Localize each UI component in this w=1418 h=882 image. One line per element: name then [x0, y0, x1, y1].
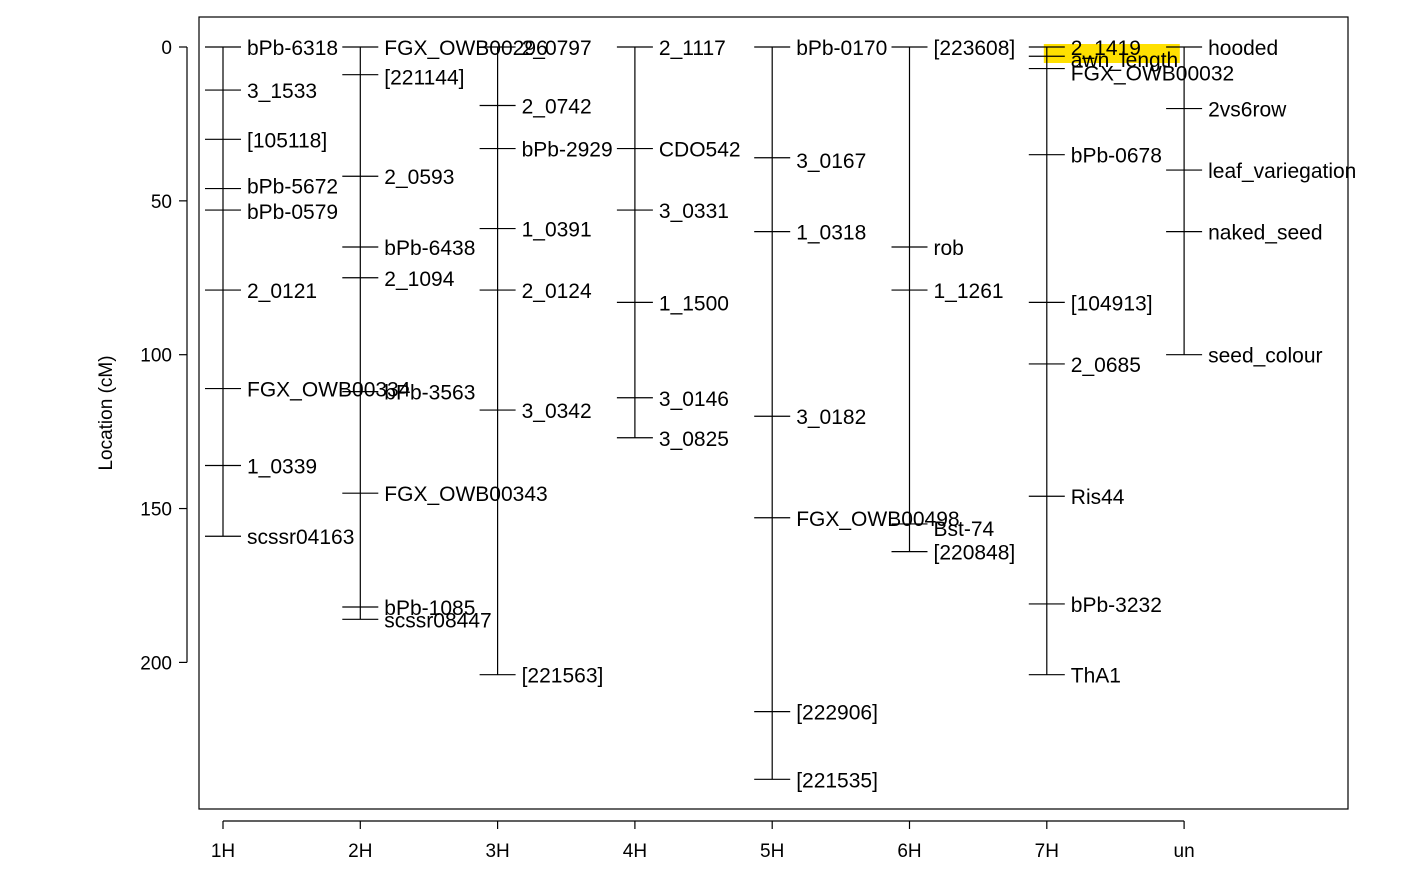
- marker-label: 1_1261: [934, 280, 1004, 303]
- marker-label: rob: [934, 237, 964, 260]
- marker-label: bPb-5672: [247, 176, 338, 199]
- x-tick-label: 7H: [1035, 841, 1059, 862]
- x-tick-label: 2H: [348, 841, 372, 862]
- marker-label: 2_0685: [1071, 354, 1141, 377]
- marker-label: FGX_OWB00032: [1071, 63, 1234, 86]
- marker-label: 1_0318: [796, 222, 866, 245]
- chromosome-2H: FGX_OWB00296 [221144] 2_0593 bPb-6438 2_1094…: [342, 37, 548, 632]
- x-tick-label: 6H: [897, 841, 921, 862]
- marker-label: 2_0124: [522, 280, 592, 303]
- marker-label: 2_1419: [1071, 37, 1141, 60]
- y-tick-label: 50: [151, 192, 172, 213]
- marker-label: 3_0342: [522, 400, 592, 423]
- marker-label: 2vs6row: [1208, 99, 1287, 122]
- chromosome-6H: [223608] rob 1_1261 Bst-74[220848]: [891, 37, 1016, 565]
- y-tick-label: 200: [140, 653, 172, 674]
- marker-label: seed_colour: [1208, 345, 1322, 368]
- marker-label: ThA1: [1071, 665, 1121, 688]
- marker-label: 1_1500: [659, 292, 729, 315]
- marker-label: [220848]: [934, 542, 1016, 565]
- marker-label: bPb-3232: [1071, 594, 1162, 617]
- marker-label: [104913]: [1071, 292, 1153, 315]
- marker-label: bPb-3563: [384, 382, 475, 405]
- y-axis-label: Location (cM): [96, 355, 117, 470]
- marker-label: bPb-0170: [796, 37, 887, 60]
- marker-label: 1_0391: [522, 219, 592, 242]
- plot-frame: [198, 16, 1349, 810]
- marker-label: [221144]: [384, 67, 464, 90]
- highlight-band: [1043, 44, 1180, 63]
- x-tick-label: un: [1174, 841, 1195, 862]
- chromosome-un: hooded 2vs6row leaf_variegation naked_seeds…: [1166, 37, 1356, 368]
- marker-label: bPb-6438: [384, 237, 475, 260]
- marker-label: FGX_OWB00296: [384, 37, 547, 60]
- marker-label: 3_0167: [796, 150, 866, 173]
- marker-label: 3_0331: [659, 200, 729, 223]
- x-tick-label: 3H: [485, 841, 509, 862]
- marker-label: 2_1094: [384, 268, 454, 291]
- y-tick-label: 150: [140, 500, 172, 521]
- marker-label: [221563]: [522, 665, 604, 688]
- marker-label: 3_0825: [659, 428, 729, 451]
- marker-label: naked_seed: [1208, 222, 1322, 245]
- x-tick-label: 5H: [760, 841, 784, 862]
- marker-label: [221535]: [796, 769, 878, 792]
- marker-label: [222906]: [796, 702, 878, 725]
- marker-label: Bst-74: [934, 518, 995, 541]
- chromosome-5H: bPb-0170 3_0167 1_0318 3_0182 FGX_OWB00498 [2…: [754, 37, 960, 792]
- highlight-layer: [1043, 44, 1180, 63]
- marker-label: FGX_OWB00343: [384, 483, 547, 506]
- marker-label: 2_0797: [522, 37, 592, 60]
- marker-label: 2_1117: [659, 37, 726, 60]
- marker-label: bPb-0579: [247, 201, 338, 224]
- x-tick-label: 4H: [623, 841, 647, 862]
- marker-label: 1_0339: [247, 455, 317, 478]
- marker-label: bPb-1085: [384, 597, 475, 620]
- marker-label: CDO542: [659, 139, 741, 162]
- y-tick-label: 0: [161, 38, 172, 59]
- marker-label: [223608]: [934, 37, 1016, 60]
- x-tick-label: 1H: [211, 841, 235, 862]
- marker-label: hooded: [1208, 37, 1278, 60]
- y-axis: 0 50 100 150 200: [140, 38, 188, 674]
- marker-label: FGX_OWB00334: [247, 379, 411, 402]
- marker-label: bPb-2929: [522, 139, 613, 162]
- marker-label: leaf_variegation: [1208, 160, 1356, 183]
- marker-label: Ris44: [1071, 486, 1125, 509]
- marker-label: 3_0182: [796, 406, 866, 429]
- marker-label: [105118]: [247, 129, 327, 152]
- chromosome-3H: 2_0797 2_0742 bPb-2929 1_0391 2_0124 3_0342 [2…: [479, 37, 613, 688]
- marker-label: 3_1533: [247, 80, 317, 103]
- marker-label: awn_length: [1071, 49, 1178, 72]
- marker-label: bPb-0678: [1071, 145, 1162, 168]
- x-axis: 1H 2H 3H 4H 5H 6H 7H un: [211, 820, 1195, 862]
- chromosome-4H: 2_1117 CDO542 3_0331 1_1500 3_0146 3_0825: [616, 37, 741, 451]
- marker-label: scssr08447: [384, 609, 491, 632]
- marker-label: 2_0593: [384, 166, 454, 189]
- y-tick-label: 100: [140, 346, 172, 367]
- marker-label: 2_0121: [247, 280, 317, 303]
- marker-label: scssr04163: [247, 526, 354, 549]
- marker-label: FGX_OWB00498: [796, 508, 959, 531]
- marker-label: 2_0742: [522, 95, 592, 118]
- marker-label: bPb-6318: [247, 37, 338, 60]
- marker-label: 3_0146: [659, 388, 729, 411]
